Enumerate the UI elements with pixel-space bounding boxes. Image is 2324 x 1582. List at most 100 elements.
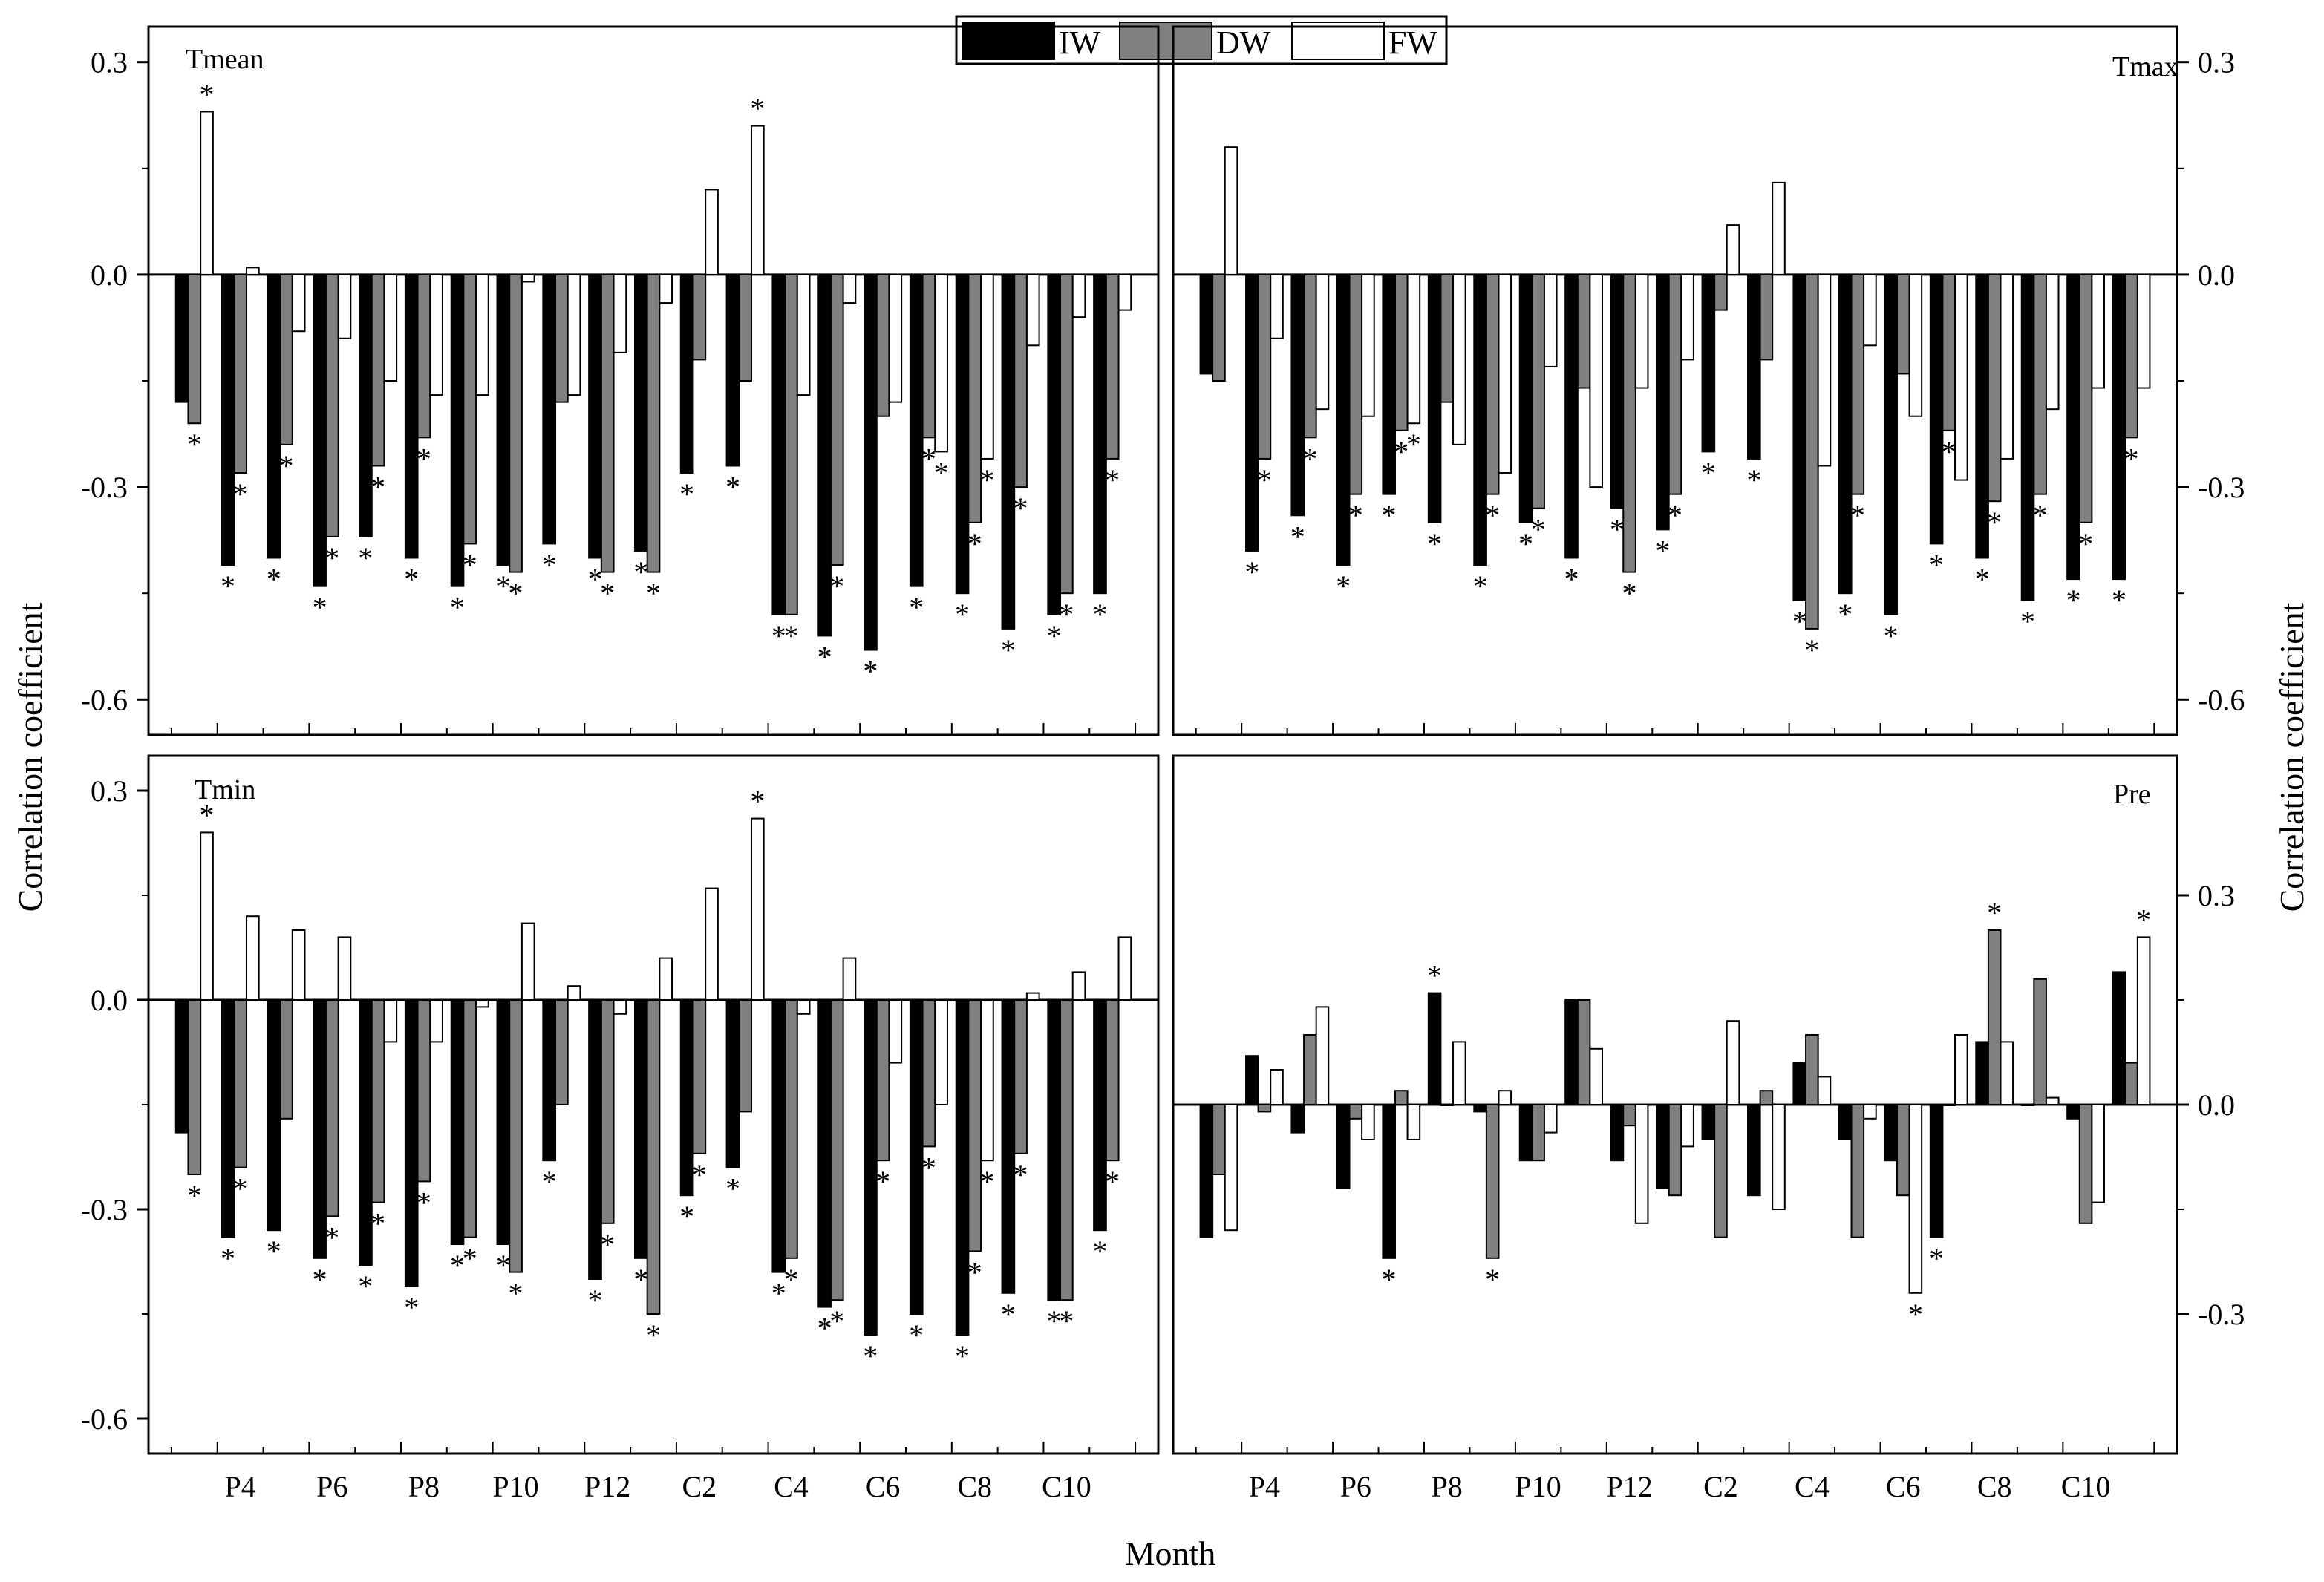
bar-fw [520, 273, 535, 283]
bar-iw [2066, 1104, 2080, 1120]
bar-dw [1987, 273, 2002, 503]
significance-mark: * [1942, 435, 1956, 468]
significance-mark: * [771, 619, 786, 653]
x-tick-label: P10 [492, 1470, 538, 1503]
bar-dw [371, 999, 385, 1203]
bar-fw [1634, 1104, 1649, 1224]
significance-mark: * [358, 1269, 373, 1303]
significance-mark: * [1014, 491, 1028, 525]
significance-mark: * [1059, 1304, 1074, 1338]
significance-mark: * [979, 463, 994, 497]
significance-mark: * [1929, 1242, 1944, 1275]
bar-fw [1498, 1090, 1512, 1105]
bar-dw [1440, 273, 1455, 403]
bar-iw [909, 273, 924, 587]
bar-fw [567, 985, 581, 1001]
bar-iw [1929, 273, 1944, 545]
bar-iw [1656, 273, 1670, 531]
bar-dw [1014, 273, 1028, 488]
significance-mark: * [783, 1263, 798, 1296]
bar-fw [1025, 992, 1040, 1001]
y-axis-title-right: Correlation coefficient [2273, 602, 2311, 912]
x-tick-label: P8 [1432, 1470, 1463, 1503]
bar-iw [1792, 1062, 1807, 1105]
bar-dw [692, 273, 707, 361]
x-tick-label: C6 [866, 1470, 901, 1503]
significance-mark: * [404, 563, 419, 596]
y-tick-label: 0.0 [91, 984, 128, 1017]
legend: IW DW FW [955, 15, 1448, 65]
bar-dw [646, 999, 661, 1315]
legend-label-dw: DW [1216, 24, 1271, 61]
x-tick-label: C6 [1886, 1470, 1921, 1503]
significance-mark: * [1014, 1158, 1028, 1192]
bar-fw [659, 273, 673, 304]
significance-mark: * [875, 1165, 890, 1198]
bar-fw [842, 957, 857, 1001]
significance-mark: * [1929, 548, 1944, 581]
bar-dw [1531, 1104, 1545, 1162]
significance-mark: * [633, 1263, 648, 1296]
bar-dw [1060, 273, 1074, 595]
significance-mark: * [1668, 499, 1682, 532]
bar-fw [1817, 273, 1832, 467]
significance-mark: * [1047, 1304, 1062, 1338]
bar-dw [1850, 273, 1865, 495]
bar-dw [646, 273, 661, 573]
significance-mark: * [979, 1165, 994, 1198]
bar-dw [1212, 273, 1226, 382]
significance-mark: * [1092, 598, 1107, 631]
bar-iw [1047, 273, 1062, 615]
bar-fw [1954, 273, 1968, 481]
y-tick-label: -0.6 [81, 683, 128, 716]
significance-mark: * [646, 577, 661, 610]
bar-fw [796, 273, 811, 396]
significance-mark: * [600, 1228, 615, 1261]
bar-dw [600, 999, 615, 1224]
significance-mark: * [587, 563, 602, 596]
bar-dw [555, 999, 569, 1105]
bar-dw [967, 999, 982, 1252]
bar-iw [1199, 273, 1214, 375]
bar-dw [875, 999, 890, 1162]
significance-mark: * [2033, 499, 2048, 532]
bar-fw [1224, 1104, 1238, 1232]
significance-mark: * [496, 569, 511, 603]
bar-dw [1105, 273, 1120, 460]
bar-iw [1427, 992, 1442, 1105]
bar-iw [1610, 273, 1625, 509]
bar-dw [738, 273, 752, 382]
bar-fw [291, 929, 306, 1001]
bar-dw [187, 273, 202, 425]
significance-mark: * [1382, 1263, 1397, 1296]
significance-mark: * [921, 1151, 936, 1184]
significance-mark: * [450, 591, 465, 624]
significance-mark: * [2124, 442, 2139, 475]
significance-mark: * [829, 569, 844, 603]
bar-fw [520, 922, 535, 1001]
significance-mark: * [1531, 513, 1546, 546]
bar-fw [2000, 273, 2014, 460]
significance-mark: * [1746, 463, 1761, 497]
bar-dw [233, 999, 247, 1168]
x-tick-label: C8 [957, 1470, 992, 1503]
bar-dw [1896, 1104, 1910, 1197]
x-tick-label: C10 [2061, 1470, 2111, 1503]
significance-mark: * [1485, 499, 1500, 532]
bar-fw [200, 111, 214, 275]
significance-mark: * [1092, 1235, 1107, 1268]
significance-mark: * [1485, 1263, 1500, 1296]
bar-fw [1270, 1069, 1284, 1105]
significance-mark: * [1001, 633, 1016, 667]
bar-fw [1117, 936, 1132, 1001]
significance-mark: * [1302, 442, 1317, 475]
significance-mark: * [463, 548, 477, 581]
bar-dw [784, 273, 798, 615]
bar-dw [1714, 273, 1728, 311]
bar-iw [1838, 1104, 1853, 1140]
panel-title: Tmin [195, 774, 255, 805]
bar-dw [829, 999, 844, 1301]
x-tick-label: C10 [1042, 1470, 1091, 1503]
bar-fw [2000, 1041, 2014, 1106]
x-tick-label: P4 [1249, 1470, 1280, 1503]
